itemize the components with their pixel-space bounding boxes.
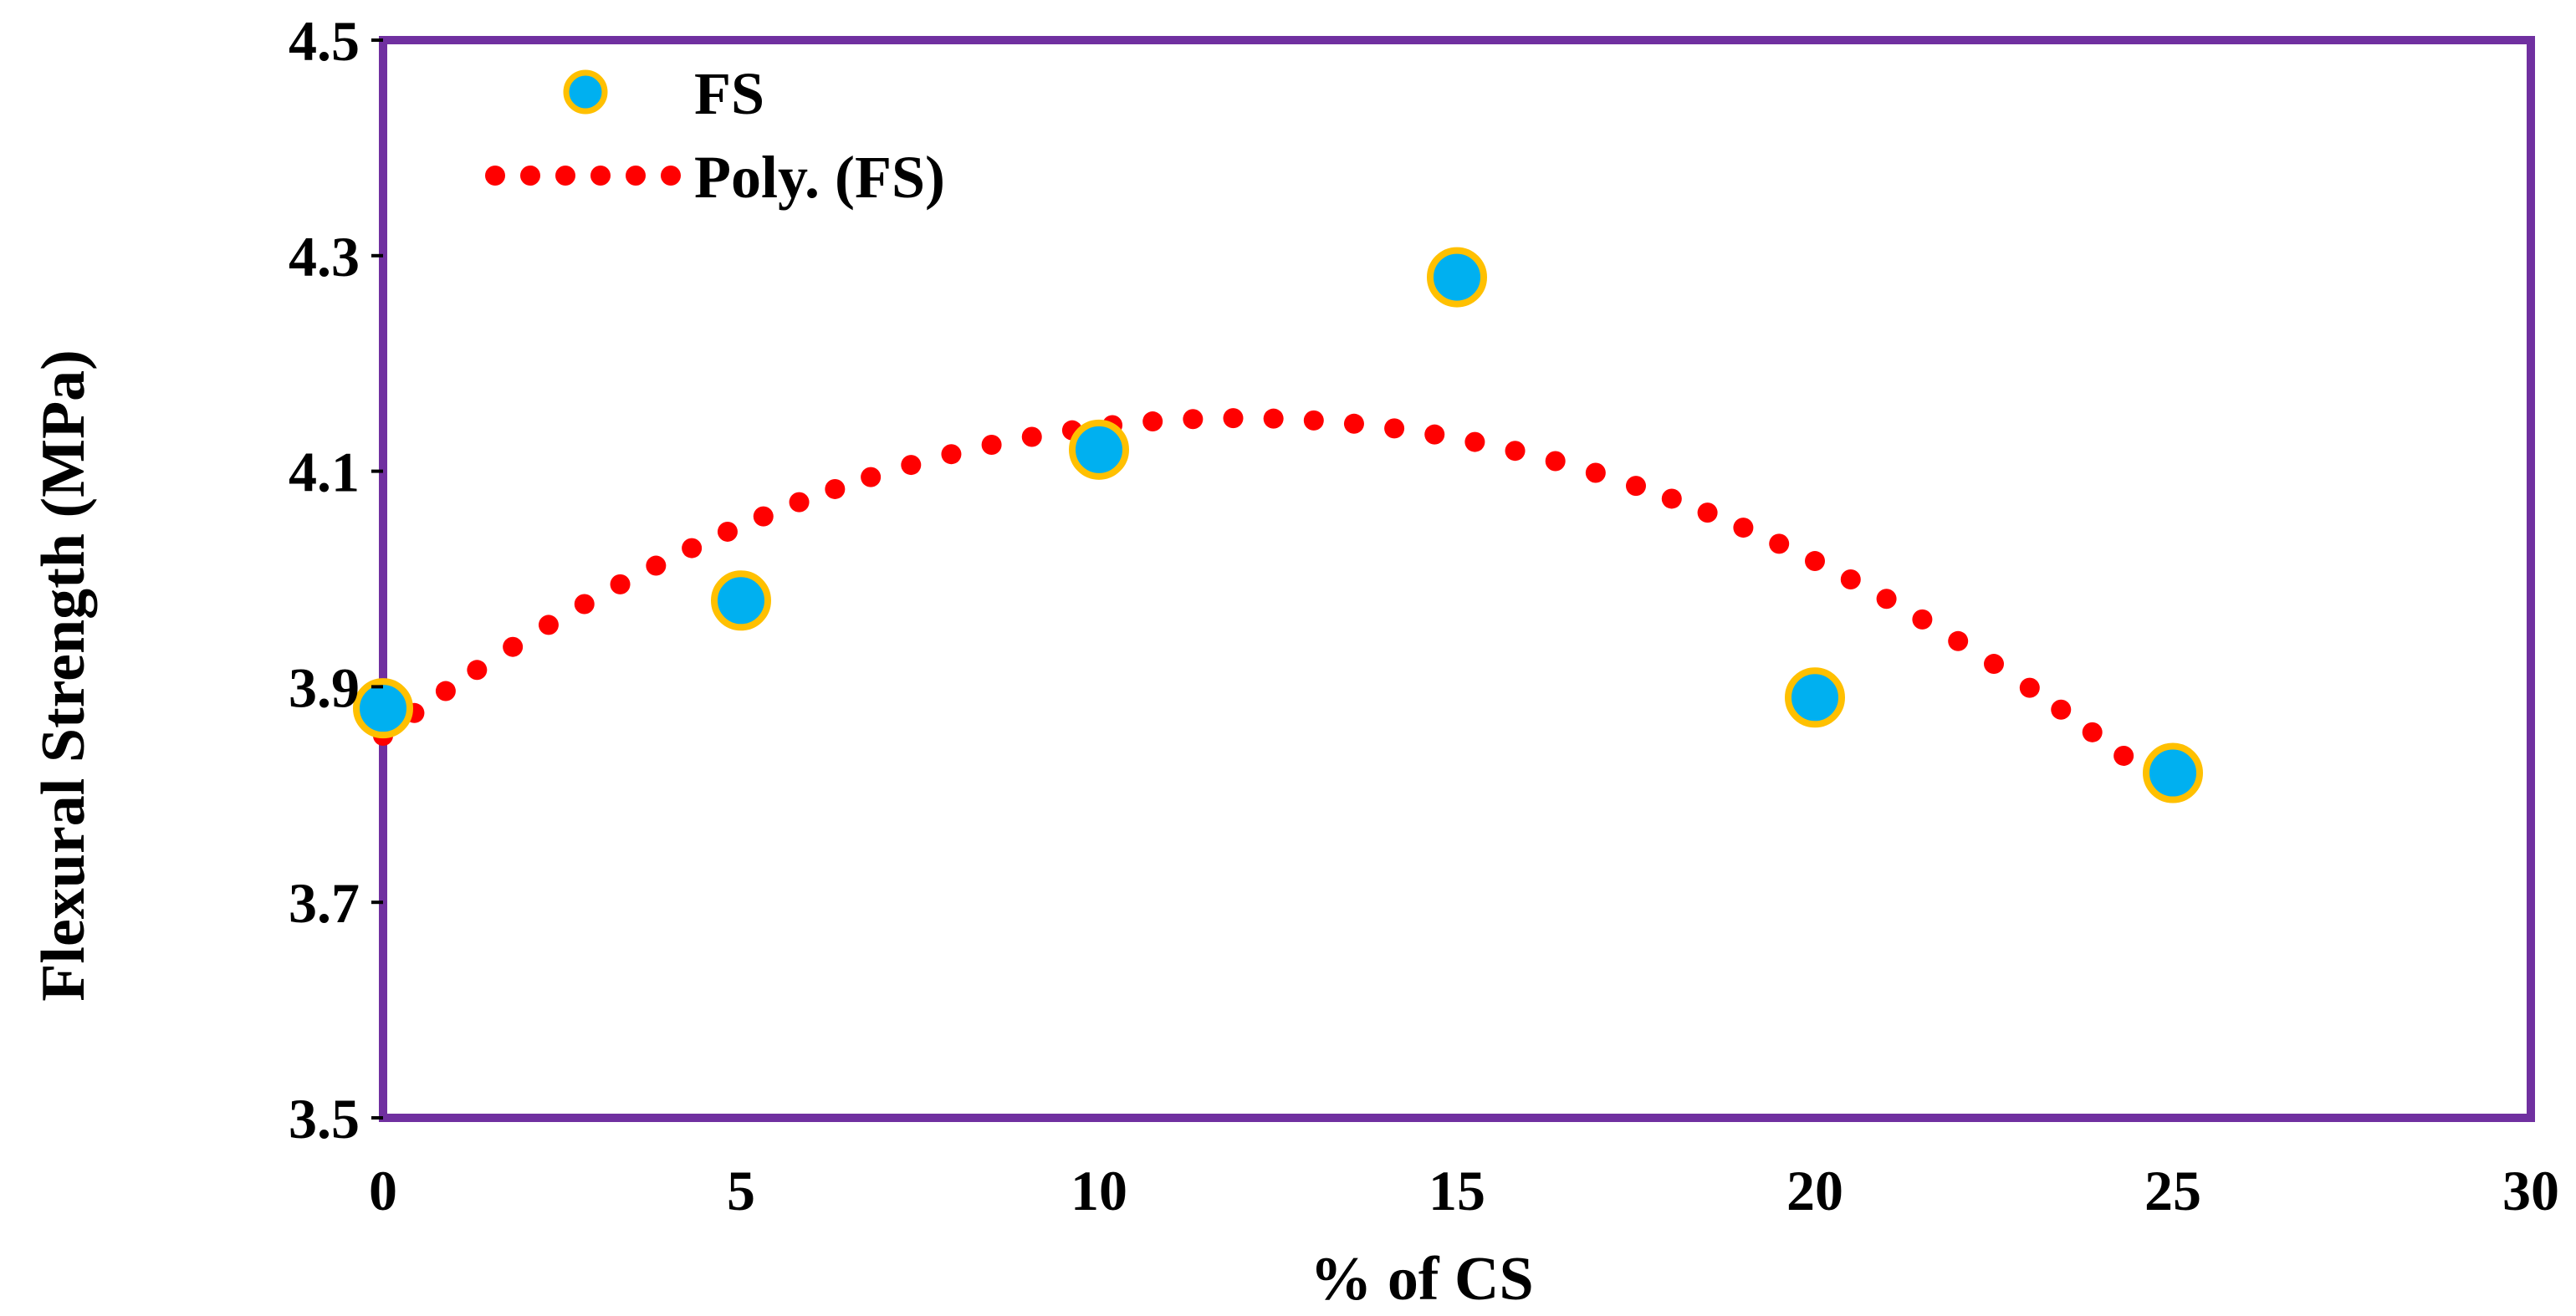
trendline-series (373, 408, 2165, 791)
trendline-dot (2051, 699, 2072, 720)
trendline-dot (981, 435, 1002, 456)
data-point-series (353, 247, 2203, 803)
trendline-dot (1505, 441, 1526, 462)
trendline-dot (1343, 413, 1364, 434)
y-tick-label: 3.5 (289, 1087, 360, 1150)
trendline-dot (2082, 722, 2103, 742)
trendline-dot (717, 521, 738, 542)
trendline-dot (1912, 609, 1933, 630)
trendline-dot (1733, 518, 1754, 538)
trendline-dot (753, 506, 774, 527)
trendline-dot (1142, 411, 1163, 432)
y-tick-label: 4.5 (289, 9, 360, 73)
trendline-dot (2019, 677, 2040, 698)
legend-poly-dot (661, 166, 681, 186)
trendline-dot (1384, 418, 1405, 439)
trendline-dot (1840, 569, 1861, 589)
trendline-dot (1876, 589, 1897, 610)
trendline-dot (1948, 630, 1969, 651)
trendline-dot (610, 574, 631, 594)
legend-marker-poly (485, 166, 681, 186)
trendline-dot (574, 594, 595, 615)
x-tick-label: 15 (1429, 1159, 1485, 1222)
trendline-dot (1984, 654, 2004, 675)
trendline-dot (538, 615, 559, 635)
legend-poly-dot (485, 166, 505, 186)
trendline-dot (435, 681, 456, 701)
trendline-dot (1697, 502, 1718, 523)
trendline-dot (1424, 424, 1445, 445)
x-tick-label: 20 (1786, 1159, 1843, 1222)
fs-data-point (1069, 419, 1129, 480)
trendline-dot (2113, 745, 2134, 766)
trendline-dot (1464, 431, 1485, 452)
trendline-dot (1183, 409, 1204, 430)
fs-data-point (2143, 742, 2203, 803)
trendline-dot (1021, 426, 1042, 447)
trendline-dot (467, 660, 488, 681)
trendline-dot (901, 455, 922, 476)
trendline-dot (1263, 408, 1284, 429)
legend-poly-dot (590, 166, 611, 186)
y-tick-label: 3.7 (289, 871, 360, 935)
trendline-dot (503, 636, 524, 657)
trendline-dot (1661, 488, 1682, 509)
x-tick-label: 30 (2502, 1159, 2559, 1222)
legend-label-poly: Poly. (FS) (694, 144, 945, 211)
x-tick-label: 10 (1071, 1159, 1127, 1222)
legend-marker-fs (563, 69, 608, 115)
x-tick-label: 25 (2144, 1159, 2201, 1222)
trendline-dot (861, 467, 882, 487)
trendline-dot (682, 538, 703, 559)
x-tick-label: 5 (727, 1159, 755, 1222)
y-axis-label: Flexural Strength (MPa) (29, 349, 98, 1002)
fs-data-point (353, 678, 413, 739)
plot-area-border (379, 36, 2535, 1122)
trendline-dot (825, 478, 846, 499)
trendline-dot (1769, 533, 1790, 554)
x-tick-label: 0 (369, 1159, 397, 1222)
trendline-dot (789, 492, 810, 513)
trendline-dot (1626, 476, 1646, 497)
trendline-dot (646, 555, 667, 576)
fs-data-point (1427, 247, 1487, 308)
y-tick-label: 4.1 (289, 441, 360, 504)
trendline-dot (1545, 451, 1566, 472)
trendline-dot (1223, 408, 1244, 429)
fs-data-point (711, 570, 771, 631)
trendline-dot (1303, 410, 1324, 431)
legend-poly-dot (555, 166, 575, 186)
legend-label-fs: FS (694, 60, 764, 127)
fs-data-point (1785, 667, 1845, 728)
trendline-dot (941, 444, 962, 465)
x-axis-label: % of CS (1310, 1245, 1533, 1313)
y-tick-label: 4.3 (289, 225, 360, 288)
legend: FS Poly. (FS) (485, 60, 945, 211)
trendline-dot (1805, 551, 1825, 572)
legend-poly-dot (626, 166, 646, 186)
axis-ticks: 3.5 3.7 3.9 4.1 4.3 4.5 0 5 10 15 20 25 30 (289, 9, 2559, 1222)
legend-poly-dot (520, 166, 540, 186)
y-tick-label: 3.9 (289, 655, 360, 719)
trendline-dot (1585, 462, 1606, 483)
